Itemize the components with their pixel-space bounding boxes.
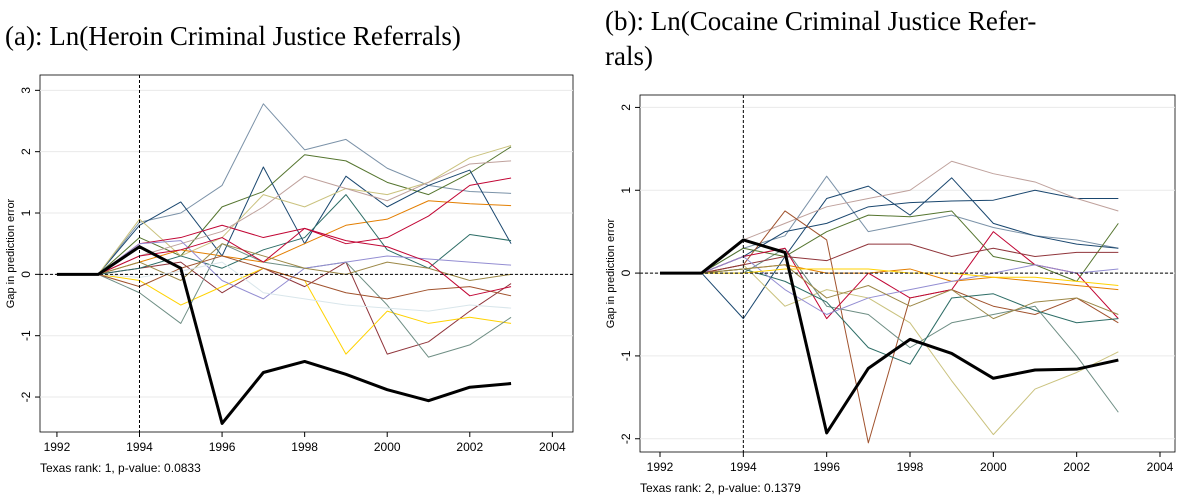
x-tick-label: 1992 (44, 440, 71, 454)
series-line (56, 227, 512, 297)
y-axis-label: Gap in prediction error (605, 218, 617, 328)
y-tick-label: -2 (19, 391, 33, 402)
x-tick-label: 1998 (897, 460, 924, 474)
series-line (660, 264, 1119, 320)
series-line (660, 256, 1119, 315)
series-line (56, 240, 512, 300)
x-tick-label: 2004 (539, 440, 566, 454)
y-tick-label: 1 (19, 209, 33, 216)
x-tick-label: 1994 (126, 440, 153, 454)
x-tick-label: 2002 (1063, 460, 1090, 474)
y-tick-label: 1 (619, 187, 633, 194)
series-line (56, 255, 512, 300)
plot-frame (39, 74, 574, 433)
x-tick-label: 1996 (813, 460, 840, 474)
x-tick-label: 1994 (730, 460, 757, 474)
y-tick-label: -2 (619, 433, 633, 444)
series-line (56, 103, 512, 275)
panel-title: rals) (605, 41, 653, 71)
x-tick-label: 1992 (647, 460, 674, 474)
x-tick-label: 2002 (456, 440, 483, 454)
x-tick-label: 2000 (374, 440, 401, 454)
note: Texas rank: 1, p-value: 0.0833 (40, 461, 201, 475)
series-line (660, 177, 1119, 320)
series-line (660, 243, 1119, 274)
series-line (56, 243, 512, 281)
y-axis-label: Gap in prediction error (5, 198, 17, 308)
y-tick-label: 3 (19, 87, 33, 94)
y-tick-label: -1 (19, 330, 33, 341)
panel-title: (a): Ln(Heroin Criminal Justice Referral… (5, 21, 461, 51)
x-tick-label: 1998 (291, 440, 318, 454)
y-tick-label: -1 (619, 350, 633, 361)
note: Texas rank: 2, p-value: 0.1379 (640, 481, 801, 495)
panel-title: (b): Ln(Cocaine Criminal Justice Refer- (605, 6, 1036, 36)
series-line (660, 210, 1119, 282)
y-tick-label: 2 (19, 148, 33, 155)
x-tick-label: 2000 (980, 460, 1007, 474)
series-line (56, 146, 512, 275)
series-line (56, 166, 512, 275)
series-line (56, 261, 512, 312)
y-tick-label: 2 (619, 104, 633, 111)
series-line (56, 194, 512, 275)
series-line (56, 243, 512, 358)
x-tick-label: 1996 (209, 440, 236, 454)
series-line (56, 145, 512, 275)
x-tick-label: 2004 (1147, 460, 1174, 474)
y-tick-label: 0 (619, 269, 633, 276)
y-tick-label: 0 (19, 271, 33, 278)
series-line (56, 245, 512, 425)
series-line (660, 238, 1119, 435)
